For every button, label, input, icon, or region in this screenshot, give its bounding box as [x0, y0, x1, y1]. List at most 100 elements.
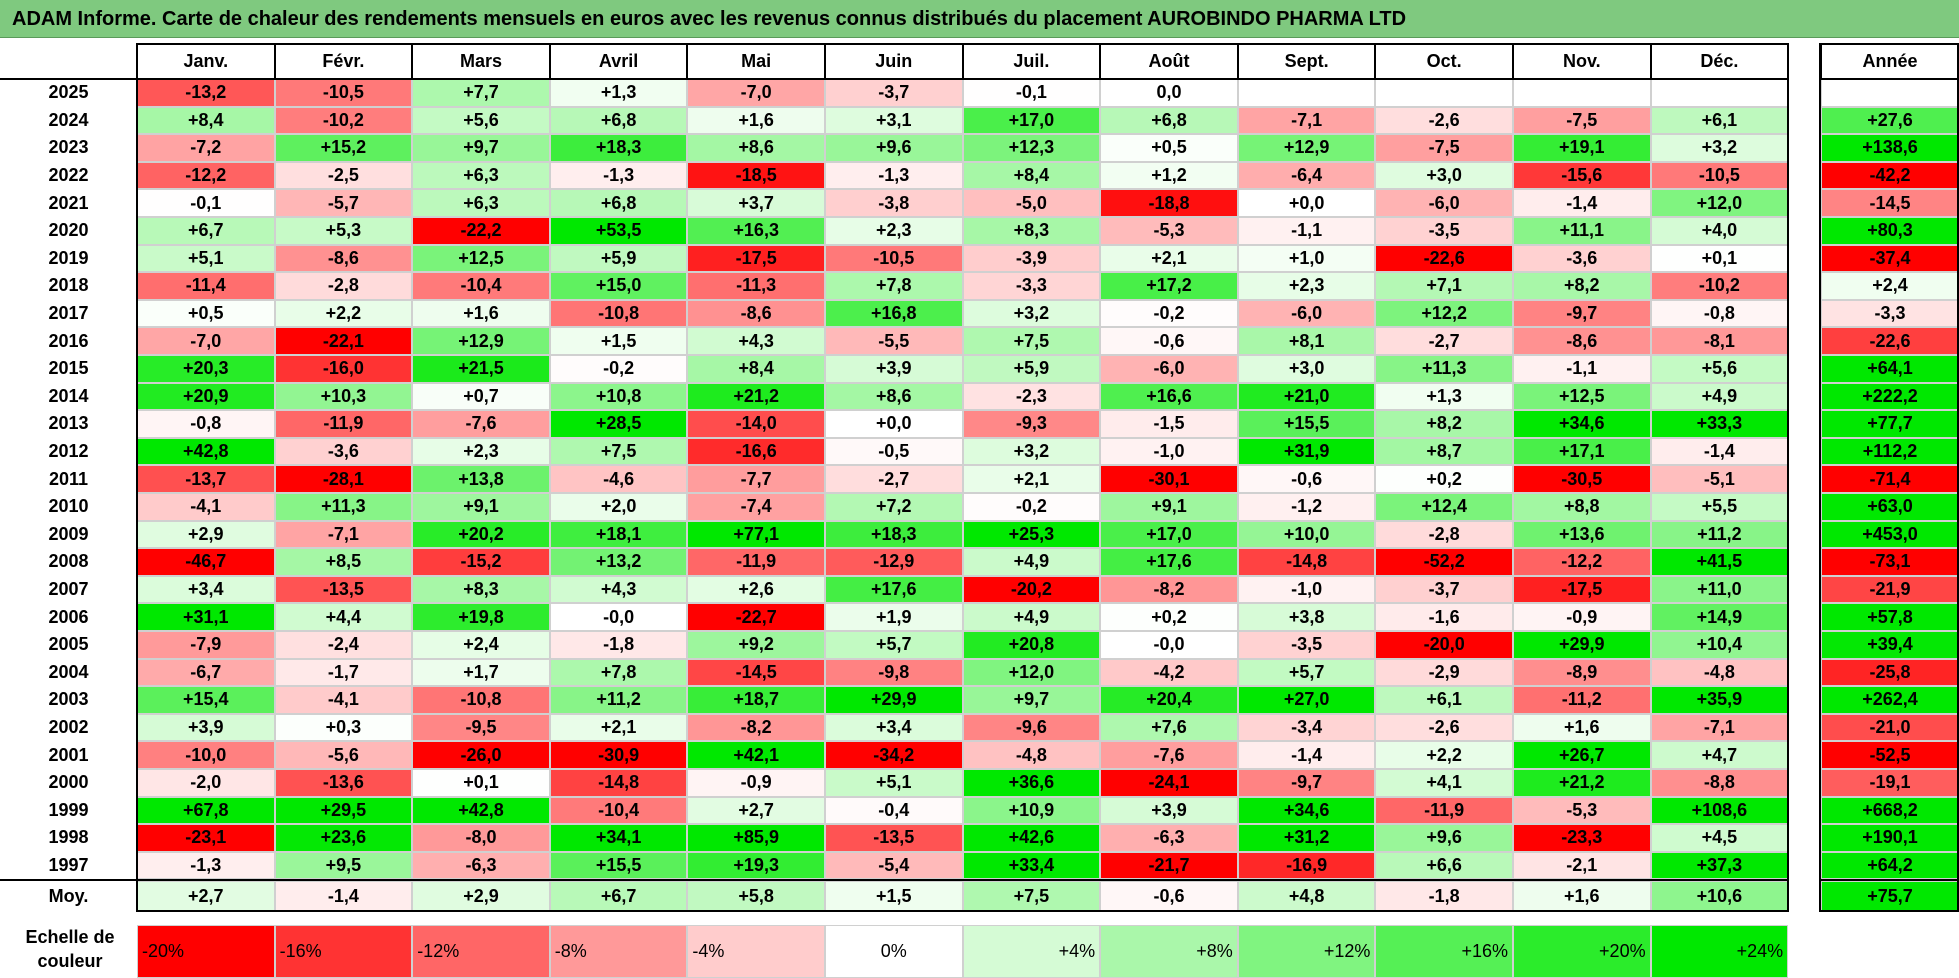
heatmap-cell: +2,3 — [1237, 272, 1376, 300]
average-cell: +7,5 — [962, 881, 1101, 911]
heatmap-cell: -16,0 — [274, 355, 413, 383]
column-header: Juin — [825, 44, 963, 79]
heatmap-cell: +1,9 — [825, 603, 963, 631]
heatmap-cell: +4,3 — [687, 327, 825, 355]
heatmap-cell: -2,7 — [825, 465, 963, 493]
average-cell: -1,4 — [274, 881, 413, 911]
heatmap-cell: -0,6 — [1100, 327, 1238, 355]
heatmap-cell: +10,0 — [1237, 520, 1376, 549]
color-scale-swatch: -16% — [274, 925, 413, 978]
heatmap-cell: +8,8 — [1513, 493, 1651, 521]
annual-cell: -3,3 — [1821, 299, 1959, 328]
heatmap-cell: +6,8 — [549, 106, 688, 135]
heatmap-cell: -11,2 — [1513, 686, 1651, 714]
heatmap-cell: +2,7 — [687, 796, 825, 825]
annual-cell: +64,2 — [1821, 851, 1959, 880]
average-cell: +10,6 — [1650, 881, 1789, 911]
heatmap-cell: +0,1 — [412, 769, 550, 797]
column-header: Févr. — [274, 44, 413, 79]
annual-cell: +222,2 — [1821, 382, 1959, 411]
heatmap-cell: -10,2 — [274, 106, 413, 135]
color-scale-swatch: +16% — [1375, 925, 1513, 978]
heatmap-cell: +13,8 — [412, 465, 550, 493]
heatmap-cell: -7,7 — [687, 465, 825, 493]
heatmap-cell: -11,3 — [687, 272, 825, 300]
heatmap-cell: -7,0 — [137, 327, 275, 355]
heatmap-cell: +2,1 — [962, 465, 1101, 493]
average-separator-line — [0, 879, 1789, 881]
heatmap-cell: -0,5 — [825, 437, 963, 466]
heatmap-cell: -9,6 — [962, 713, 1101, 742]
heatmap-cell: +42,6 — [962, 824, 1101, 852]
heatmap-cell: +3,8 — [1237, 603, 1376, 631]
year-label: 2021 — [48, 192, 89, 213]
heatmap-cell: -22,7 — [687, 603, 825, 631]
heatmap-cell: -14,8 — [549, 769, 688, 797]
heatmap-cell: +7,8 — [549, 658, 688, 687]
heatmap-cell: -1,4 — [1650, 437, 1789, 466]
heatmap-cell: -17,5 — [687, 244, 825, 273]
heatmap-cell: -1,1 — [1237, 217, 1376, 245]
heatmap-cell: +3,2 — [962, 299, 1101, 328]
heatmap-cell: -7,5 — [1513, 106, 1651, 135]
heatmap-cell: -34,2 — [825, 741, 963, 769]
heatmap-cell: +1,6 — [1513, 713, 1651, 742]
heatmap-cell: +0,2 — [1100, 603, 1238, 631]
heatmap-cell: -20,2 — [962, 575, 1101, 604]
heatmap-cell: +0,0 — [825, 410, 963, 438]
annual-cell: -22,6 — [1821, 327, 1959, 355]
heatmap-cell: -3,6 — [274, 437, 413, 466]
heatmap-cell: -10,5 — [274, 79, 413, 107]
heatmap-cell: +1,5 — [549, 327, 688, 355]
average-cell: -1,8 — [1375, 881, 1513, 911]
heatmap-cell: -22,2 — [412, 217, 550, 245]
heatmap-cell: +8,2 — [1513, 272, 1651, 300]
heatmap-cell: +2,1 — [1100, 244, 1238, 273]
heatmap-cell: -8,0 — [412, 824, 550, 852]
heatmap-cell: +16,6 — [1100, 382, 1238, 411]
heatmap-cell: +7,5 — [962, 327, 1101, 355]
heatmap-cell: -14,5 — [687, 658, 825, 687]
heatmap-cell: -1,2 — [1237, 493, 1376, 521]
heatmap-cell: -0,2 — [962, 493, 1101, 521]
heatmap-cell: +4,1 — [1375, 769, 1513, 797]
heatmap-cell: +17,6 — [825, 575, 963, 604]
heatmap-cell: -7,1 — [1237, 106, 1376, 135]
heatmap-cell: +1,6 — [412, 299, 550, 328]
heatmap-cell: -13,7 — [137, 465, 275, 493]
heatmap-cell: +1,0 — [1237, 244, 1376, 273]
heatmap-cell: +17,0 — [1100, 520, 1238, 549]
heatmap-cell: -0,9 — [1513, 603, 1651, 631]
year-label: 2016 — [48, 330, 89, 351]
heatmap-cell: +1,6 — [687, 106, 825, 135]
year-label: 2009 — [48, 523, 89, 544]
heatmap-cell: -5,7 — [274, 189, 413, 217]
heatmap-cell: +9,2 — [687, 631, 825, 659]
heatmap-cell: +12,5 — [412, 244, 550, 273]
heatmap-cell: -11,4 — [137, 272, 275, 300]
heatmap-cell: +20,4 — [1100, 686, 1238, 714]
heatmap-cell: +11,2 — [549, 686, 688, 714]
year-label: 2022 — [48, 165, 89, 186]
heatmap-cell: +19,1 — [1513, 134, 1651, 162]
heatmap-cell: -5,3 — [1100, 217, 1238, 245]
heatmap-cell: +12,9 — [412, 327, 550, 355]
annual-cell: -21,0 — [1821, 713, 1959, 742]
heatmap-cell: -2,6 — [1375, 106, 1513, 135]
heatmap-cell: -30,9 — [549, 741, 688, 769]
heatmap-cell: +23,6 — [274, 824, 413, 852]
heatmap-cell: -7,1 — [1650, 713, 1789, 742]
heatmap-cell: +0,0 — [1237, 189, 1376, 217]
heatmap-cell: -24,1 — [1100, 769, 1238, 797]
heatmap-cell: +4,3 — [549, 575, 688, 604]
heatmap-cell: +10,3 — [274, 382, 413, 411]
heatmap-cell: +19,8 — [412, 603, 550, 631]
heatmap-cell: -0,8 — [137, 410, 275, 438]
heatmap-cell: +2,9 — [137, 520, 275, 549]
heatmap-cell: -0,0 — [549, 603, 688, 631]
year-label: 2012 — [48, 441, 89, 462]
heatmap-cell: -4,1 — [274, 686, 413, 714]
heatmap-cell: -4,6 — [549, 465, 688, 493]
heatmap-cell: -13,2 — [137, 79, 275, 107]
color-scale-swatch: -4% — [687, 925, 825, 978]
